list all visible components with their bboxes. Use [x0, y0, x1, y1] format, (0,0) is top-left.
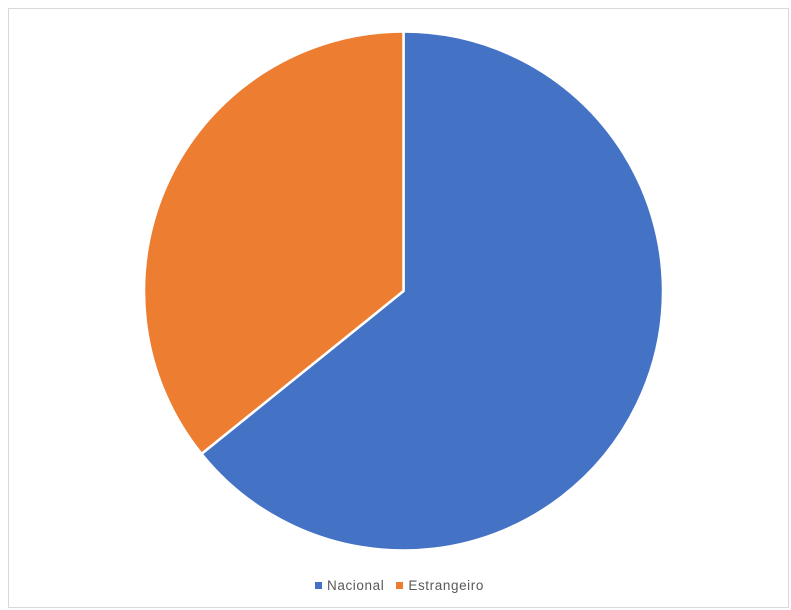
pie-slice-nacional: [200, 30, 665, 552]
legend-swatch-estrangeiro: [396, 582, 404, 589]
legend-label-estrangeiro: Estrangeiro: [408, 578, 484, 593]
legend-swatch-nacional: [315, 582, 322, 589]
legend-label-nacional: Nacional: [327, 578, 385, 593]
chart-area: Nacional Estrangeiro: [8, 8, 789, 608]
legend-item-nacional: Nacional: [315, 578, 384, 593]
pie-chart: [142, 30, 665, 552]
legend-item-estrangeiro: Estrangeiro: [396, 578, 484, 593]
pie-slice-estrangeiro: [142, 30, 405, 456]
legend: Nacional Estrangeiro: [9, 578, 790, 593]
